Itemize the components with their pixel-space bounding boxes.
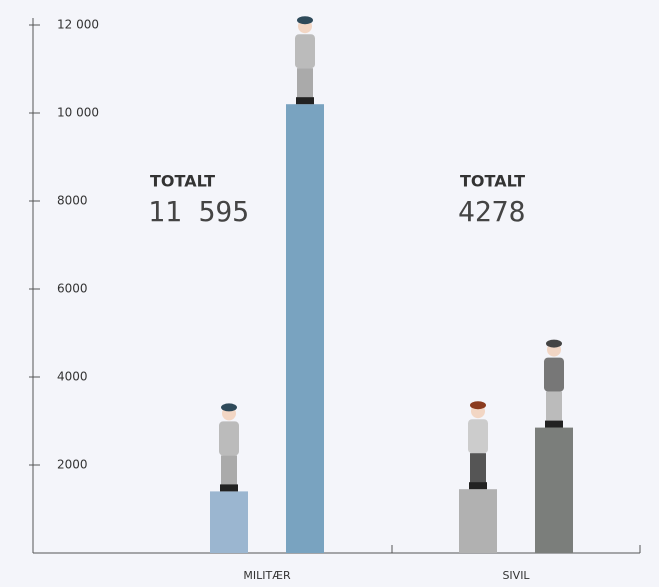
icon-body [219, 421, 239, 455]
icon-legs [470, 453, 486, 483]
total-label: TOTALT [150, 172, 215, 191]
icon-legs [546, 392, 562, 422]
y-tick-label: 12 000 [57, 18, 99, 32]
icon-body [295, 34, 315, 68]
total-label: TOTALT [460, 172, 525, 191]
person-icon [219, 403, 239, 491]
y-tick-label: 10 000 [57, 106, 99, 120]
total-value: 4278 [458, 195, 525, 228]
icon-hat [221, 403, 237, 411]
icon-feet [545, 421, 563, 428]
icon-body [544, 358, 564, 392]
chart: TOTALT 11 595 TOTALT 4278 2000 4000 6000 80… [0, 0, 659, 587]
icon-legs [221, 455, 237, 485]
y-tick-label: 2000 [57, 458, 88, 472]
icon-feet [469, 482, 487, 489]
person-icon [295, 16, 315, 104]
icon-hat [297, 16, 313, 24]
icon-hat [470, 401, 486, 409]
y-tick-label: 8000 [57, 194, 88, 208]
y-tick-label: 6000 [57, 282, 88, 296]
bar [286, 104, 324, 553]
bar [210, 491, 248, 553]
y-tick-label: 4000 [57, 370, 88, 384]
bar [535, 428, 573, 553]
total-value: 11 595 [148, 195, 249, 228]
person-icon [468, 401, 488, 489]
x-tick-label: SIVIL [502, 569, 530, 582]
bar [459, 489, 497, 553]
icon-legs [297, 68, 313, 98]
x-tick-label: MILITÆR [243, 569, 291, 582]
icon-body [468, 419, 488, 453]
icon-hat [546, 340, 562, 348]
icon-feet [296, 97, 314, 104]
person-icon [544, 340, 564, 428]
icon-feet [220, 484, 238, 491]
